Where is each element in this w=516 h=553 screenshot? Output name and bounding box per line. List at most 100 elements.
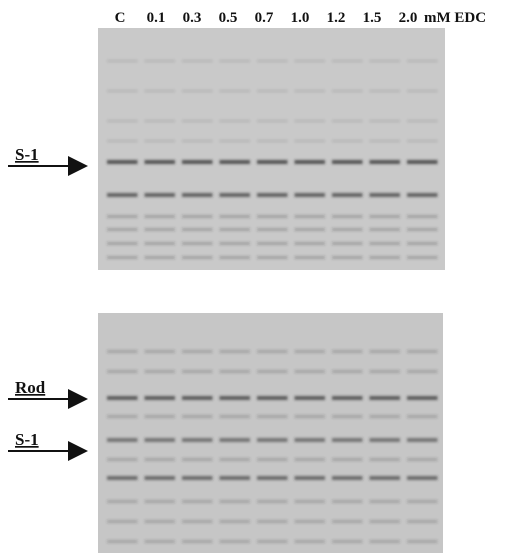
band xyxy=(144,228,175,231)
band xyxy=(219,140,250,142)
band xyxy=(144,476,175,480)
band xyxy=(407,520,438,523)
band xyxy=(332,160,363,164)
band xyxy=(407,458,438,461)
band xyxy=(144,60,175,62)
band xyxy=(182,396,213,400)
band xyxy=(332,228,363,231)
band xyxy=(257,60,288,62)
band xyxy=(369,350,400,353)
band xyxy=(182,193,213,197)
band xyxy=(257,396,288,400)
band xyxy=(182,438,213,442)
band xyxy=(369,256,400,259)
band xyxy=(407,540,438,543)
band xyxy=(107,193,138,197)
band xyxy=(332,215,363,218)
band xyxy=(407,256,438,259)
band xyxy=(144,458,175,461)
band xyxy=(182,256,213,259)
band xyxy=(332,500,363,503)
band xyxy=(182,160,213,164)
band xyxy=(369,193,400,197)
unit-label: mM EDC xyxy=(424,10,486,26)
band xyxy=(144,370,175,373)
band xyxy=(407,396,438,400)
band xyxy=(257,193,288,197)
band xyxy=(407,60,438,62)
band xyxy=(332,242,363,245)
band xyxy=(257,500,288,503)
band xyxy=(257,120,288,122)
band xyxy=(219,500,250,503)
band xyxy=(107,438,138,442)
band xyxy=(369,438,400,442)
gel-bottom xyxy=(98,313,443,553)
band xyxy=(107,520,138,523)
band xyxy=(182,228,213,231)
lane-label: 0.3 xyxy=(183,10,202,26)
band xyxy=(294,90,325,92)
band xyxy=(107,60,138,62)
band xyxy=(182,242,213,245)
band xyxy=(332,520,363,523)
band xyxy=(369,160,400,164)
band xyxy=(369,520,400,523)
band xyxy=(107,396,138,400)
band xyxy=(407,438,438,442)
band xyxy=(332,370,363,373)
band xyxy=(144,242,175,245)
band xyxy=(332,90,363,92)
band xyxy=(107,500,138,503)
band xyxy=(219,256,250,259)
band xyxy=(369,90,400,92)
band xyxy=(294,120,325,122)
band xyxy=(294,228,325,231)
band xyxy=(144,520,175,523)
band xyxy=(369,228,400,231)
band xyxy=(369,140,400,142)
band xyxy=(332,350,363,353)
band xyxy=(407,228,438,231)
band xyxy=(182,540,213,543)
band xyxy=(257,458,288,461)
band xyxy=(107,458,138,461)
lane-label: 0.5 xyxy=(219,10,238,26)
band xyxy=(294,160,325,164)
band xyxy=(107,215,138,218)
band xyxy=(107,370,138,373)
lane-label: 1.0 xyxy=(291,10,310,26)
band xyxy=(219,540,250,543)
band xyxy=(219,120,250,122)
band xyxy=(369,370,400,373)
band xyxy=(294,242,325,245)
band xyxy=(182,60,213,62)
band xyxy=(219,215,250,218)
band-label: Rod xyxy=(15,378,46,397)
band xyxy=(407,140,438,142)
band xyxy=(257,476,288,480)
band xyxy=(257,370,288,373)
band xyxy=(107,476,138,480)
band xyxy=(182,140,213,142)
band xyxy=(369,60,400,62)
band xyxy=(182,476,213,480)
band xyxy=(257,540,288,543)
band xyxy=(107,160,138,164)
band xyxy=(182,458,213,461)
band xyxy=(182,350,213,353)
band xyxy=(407,215,438,218)
band-label: S-1 xyxy=(15,145,39,164)
lane-label: 1.5 xyxy=(363,10,382,26)
band xyxy=(294,458,325,461)
band xyxy=(182,120,213,122)
band xyxy=(107,242,138,245)
band xyxy=(144,140,175,142)
band xyxy=(294,520,325,523)
band xyxy=(257,415,288,418)
band xyxy=(257,256,288,259)
band xyxy=(294,476,325,480)
band xyxy=(107,140,138,142)
band xyxy=(219,396,250,400)
band xyxy=(144,438,175,442)
